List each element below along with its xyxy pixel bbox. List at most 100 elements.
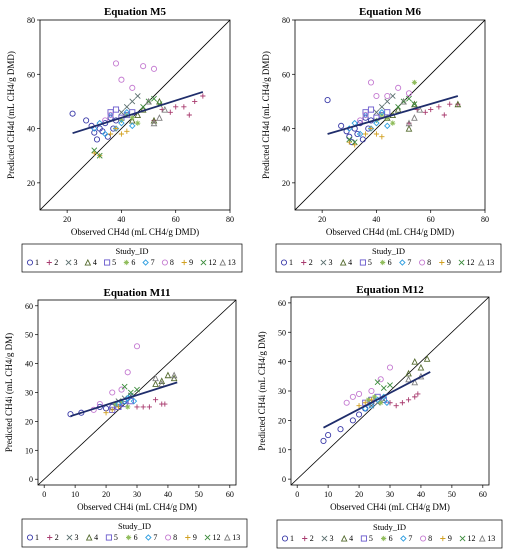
data-point: [150, 65, 158, 72]
y-tick-label: 60: [27, 70, 35, 79]
data-point: [69, 110, 76, 117]
legend-marker: [440, 535, 446, 542]
legend-marker: [165, 534, 172, 541]
legend-marker: [26, 534, 34, 541]
data-point: [378, 103, 385, 110]
legend-item-3: 3: [65, 258, 78, 267]
legend-label: 4: [93, 258, 97, 267]
legend-marker: [185, 534, 191, 541]
data-point: [156, 97, 163, 105]
data-point: [83, 117, 90, 124]
data-point: [109, 389, 116, 396]
x-tick-label: 60: [427, 215, 435, 224]
data-point: [346, 136, 353, 143]
legend-marker: [46, 259, 52, 266]
data-point: [151, 95, 157, 102]
data-point: [411, 114, 418, 121]
y-tick-label: 20: [27, 179, 35, 188]
series-2: [151, 93, 206, 124]
data-point: [354, 130, 361, 138]
data-point: [411, 358, 419, 365]
data-point: [118, 109, 125, 116]
legend-label: 13: [486, 258, 494, 267]
legend-item-12: 12: [458, 258, 475, 267]
y-tick-label: 80: [282, 16, 290, 25]
legend-item-9: 9: [440, 534, 452, 543]
legend-item-6: 6: [126, 533, 138, 542]
data-point: [393, 403, 399, 409]
legend-label: 9: [193, 533, 197, 542]
chart-panel-4: Equation M12 0 10 20 30 40 50 60 0 10 20 30 40 50 60 Ob…: [257, 284, 503, 549]
y-tick-label: 10: [25, 446, 33, 455]
data-point: [91, 147, 98, 154]
data-point: [394, 105, 402, 113]
series-3: [118, 93, 141, 116]
legend-marker: [439, 259, 445, 266]
x-tick-label: 40: [417, 490, 425, 499]
legend-label: 12: [468, 534, 476, 543]
legend-item-3: 3: [320, 258, 332, 267]
legend-marker: [104, 259, 111, 266]
data-point: [386, 364, 394, 371]
data-point: [380, 385, 387, 391]
legend-item-1: 1: [26, 258, 39, 267]
x-tick-label: 80: [226, 215, 234, 224]
legend-label: 13: [487, 534, 495, 543]
legend-marker: [420, 535, 427, 542]
y-tick-label: 50: [278, 328, 286, 337]
data-point: [367, 79, 375, 86]
y-tick-label: 40: [25, 360, 33, 369]
legend-label: 9: [189, 258, 193, 267]
x-tick-label: 60: [226, 490, 234, 499]
data-point: [378, 109, 386, 116]
legend-item-6: 6: [380, 258, 392, 267]
legend-marker: [302, 535, 308, 542]
legend-item-7: 7: [399, 258, 411, 267]
data-point: [129, 122, 136, 130]
legend-item-2: 2: [47, 533, 59, 542]
series-8: [343, 364, 394, 406]
y-tick-label: 0: [29, 475, 33, 484]
legend-marker: [219, 258, 227, 266]
legend: Study_ID1 2 3 4 5 6 7 8 9 12 13: [21, 518, 248, 548]
x-tick-label: 40: [117, 215, 125, 224]
x-tick-label: 20: [355, 490, 363, 499]
legend-item-2: 2: [46, 258, 58, 267]
data-point: [103, 410, 109, 416]
legend-item-13: 13: [223, 533, 240, 542]
data-point: [181, 104, 187, 110]
x-tick-label: 0: [42, 490, 46, 499]
data-point: [67, 411, 74, 418]
legend-marker: [123, 259, 129, 266]
data-point: [359, 136, 366, 143]
series-6: [365, 394, 384, 406]
data-point: [387, 382, 393, 389]
legend-label: 5: [369, 534, 373, 543]
series-9: [103, 404, 122, 416]
data-point: [436, 104, 442, 110]
data-point: [343, 399, 350, 406]
legend-frame: [276, 519, 503, 549]
data-point: [150, 116, 158, 124]
legend-label: 9: [447, 258, 451, 267]
x-tick-label: 20: [318, 215, 326, 224]
x-tick-label: 50: [448, 490, 456, 499]
legend-item-8: 8: [165, 533, 177, 542]
legend-item-4: 4: [339, 258, 352, 267]
legend-marker: [339, 258, 347, 266]
legend-marker: [281, 535, 289, 542]
legend-label: 3: [74, 258, 78, 267]
legend-label: 7: [151, 258, 155, 267]
chart-panel-1: Equation M5 20 40 60 80 20 40 60 80 Observed CH4d…: [6, 6, 243, 273]
series-2: [387, 391, 421, 409]
legend-title: Study_ID: [118, 521, 151, 531]
data-point: [389, 93, 396, 99]
data-point: [118, 119, 125, 127]
legend-label: 5: [112, 258, 116, 267]
legend-label: 4: [348, 258, 352, 267]
data-point: [134, 93, 141, 99]
data-point: [356, 411, 363, 418]
series-13: [400, 97, 424, 127]
data-point: [320, 437, 327, 444]
legend-item-2: 2: [301, 258, 313, 267]
